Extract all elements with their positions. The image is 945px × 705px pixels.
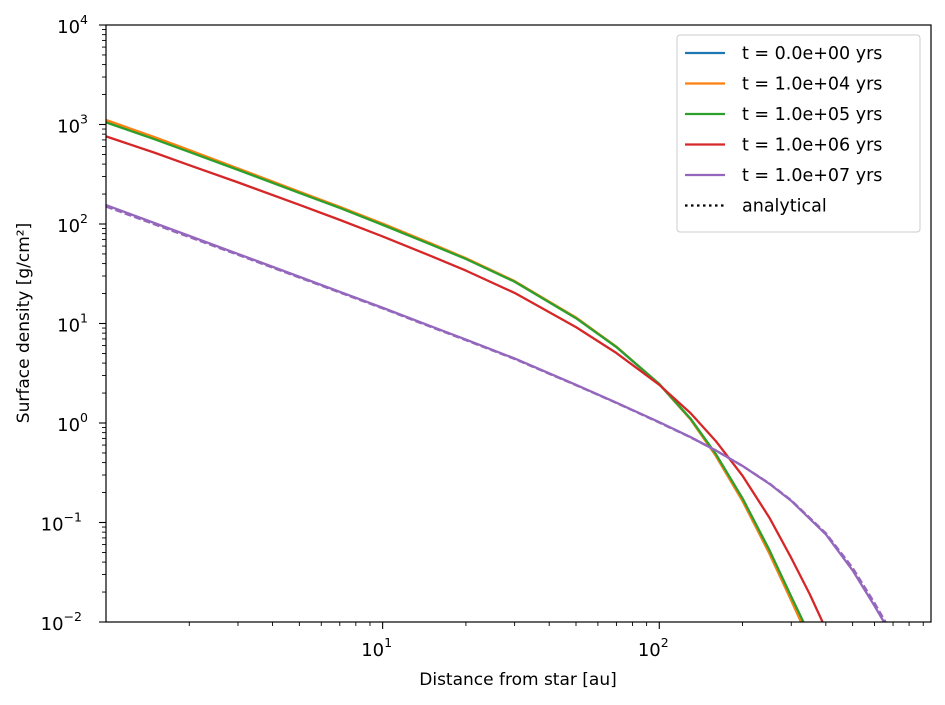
series-line-analytical [106,205,887,622]
series-layer [106,118,887,622]
y-tick-label: 10−2 [41,609,82,635]
x-axis: 101 102 [188,622,924,661]
legend-label: t = 1.0e+06 yrs [742,136,882,156]
legend: t = 0.0e+00 yrs t = 1.0e+04 yrs t = 1.0e+0… [676,34,921,233]
y-tick-label: 103 [57,112,88,138]
legend-label: t = 1.0e+05 yrs [742,105,882,125]
legend-label: t = 1.0e+07 yrs [742,166,882,186]
y-tick-label: 100 [57,410,88,436]
y-axis-label: Surface density [g/cm²] [14,223,34,423]
y-tick-label: 10−1 [41,510,82,536]
y-tick-label: 102 [57,211,88,237]
y-tick-label: 101 [57,311,88,337]
legend-label: t = 0.0e+00 yrs [742,44,882,64]
series-line-3 [106,121,805,622]
legend-label: t = 1.0e+04 yrs [742,75,882,95]
x-tick-label: 102 [638,635,669,661]
series-line-4 [106,135,824,622]
y-tick-label: 104 [57,12,88,38]
legend-box [676,34,921,233]
x-axis-label: Distance from star [au] [419,670,617,690]
x-tick-label: 101 [361,635,392,661]
legend-label: analytical [742,197,827,217]
y-axis: 10−2 10−1 100 101 102 103 104 [41,12,106,635]
